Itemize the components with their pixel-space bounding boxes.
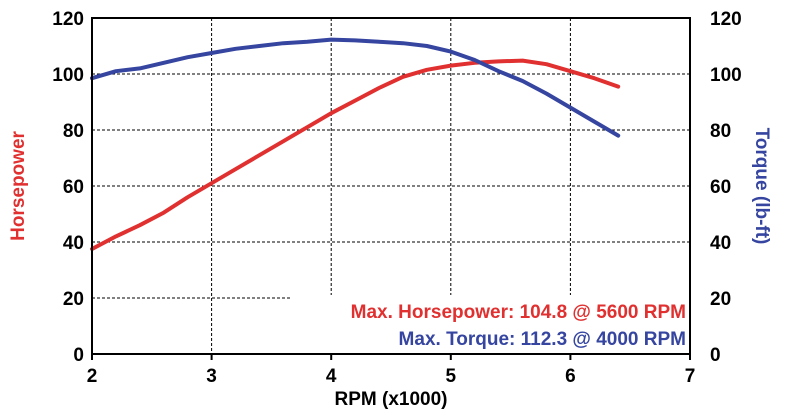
x-tick-label: 4 [326, 366, 337, 387]
x-tick-label: 2 [87, 366, 98, 387]
annotation-max-horsepower: Max. Horsepower: 104.8 @ 5600 RPM [351, 302, 686, 323]
x-axis-title: RPM (x1000) [335, 389, 448, 410]
x-tick-label: 7 [685, 366, 696, 387]
y-right-tick-label: 60 [710, 177, 731, 198]
y-left-tick-label: 20 [63, 289, 84, 310]
y-left-tick-label: 40 [63, 233, 84, 254]
y-left-tick-label: 0 [73, 345, 84, 366]
annotation-box [292, 295, 692, 353]
y-left-tick-label: 120 [52, 9, 84, 30]
torque-series-line [90, 37, 621, 138]
y-right-tick-label: 0 [710, 345, 721, 366]
x-tick-label: 5 [446, 366, 457, 387]
y-right-tick-label: 20 [710, 289, 731, 310]
x-tick-label: 3 [206, 366, 217, 387]
plot-frame [91, 17, 691, 355]
y-right-tick-label: 40 [710, 233, 731, 254]
series-layer [90, 37, 621, 251]
horsepower-series-line [90, 58, 621, 251]
y-left-tick-label: 60 [63, 177, 84, 198]
y-left-tick-label: 100 [52, 65, 84, 86]
y-right-tick-label: 120 [710, 9, 742, 30]
y-right-tick-label: 80 [710, 121, 731, 142]
y-left-tick-label: 80 [63, 121, 84, 142]
y-axis-right-title: Torque (lb-ft) [751, 128, 772, 245]
annotation-max-torque: Max. Torque: 112.3 @ 4000 RPM [399, 329, 686, 350]
x-tick-label: 6 [565, 366, 576, 387]
y-axis-left-title: Horsepower [8, 130, 29, 240]
y-right-tick-label: 100 [710, 65, 742, 86]
